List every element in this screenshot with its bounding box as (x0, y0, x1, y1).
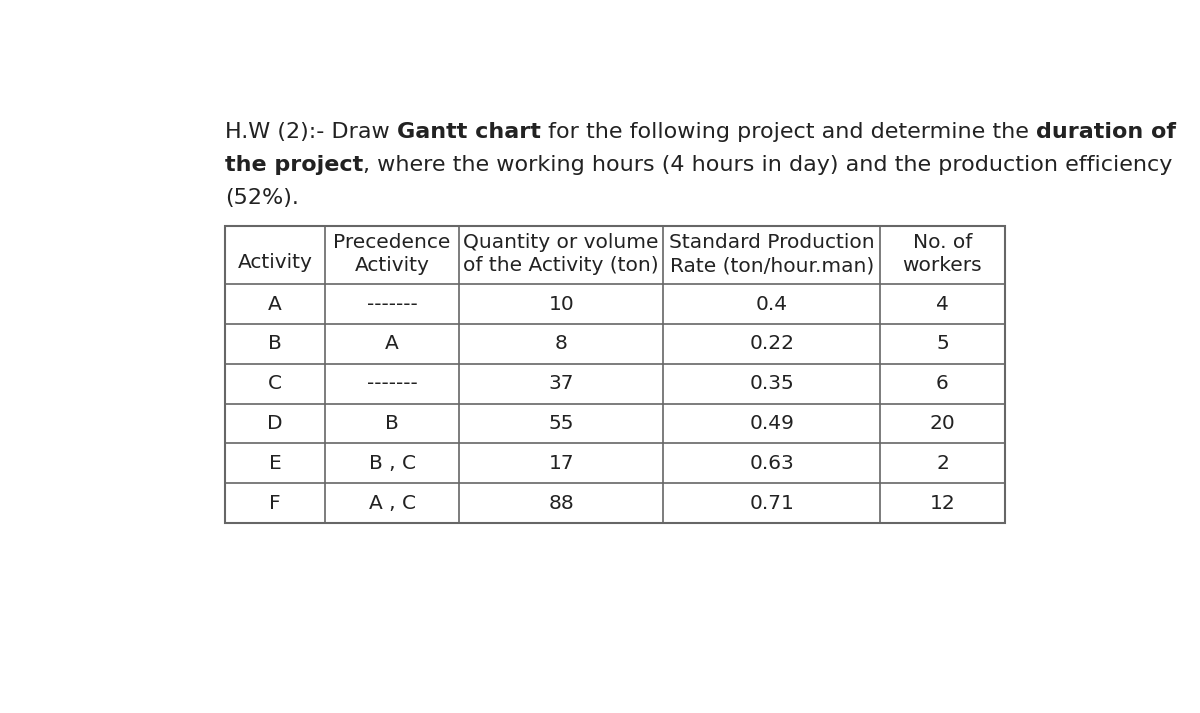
Text: B: B (385, 414, 398, 433)
Text: -------: ------- (367, 294, 418, 314)
Text: Gantt chart: Gantt chart (397, 122, 541, 142)
Text: Precedence: Precedence (334, 233, 451, 252)
Text: No. of: No. of (913, 233, 972, 252)
Text: Standard Production: Standard Production (668, 233, 875, 252)
Text: 37: 37 (548, 374, 574, 393)
Text: 4: 4 (936, 294, 949, 314)
Text: -------: ------- (367, 374, 418, 393)
Text: B , C: B , C (368, 453, 415, 473)
Text: Activity: Activity (354, 256, 430, 275)
Text: 2: 2 (936, 453, 949, 473)
Text: 8: 8 (554, 334, 568, 354)
Text: 6: 6 (936, 374, 949, 393)
Text: 88: 88 (548, 493, 574, 513)
Text: D: D (268, 414, 283, 433)
Text: duration of: duration of (1036, 122, 1176, 142)
Text: A: A (385, 334, 398, 354)
Text: 0.4: 0.4 (756, 294, 787, 314)
Text: Activity: Activity (238, 253, 312, 272)
Text: Rate (ton/hour.man): Rate (ton/hour.man) (670, 256, 874, 275)
Text: 55: 55 (548, 414, 574, 433)
Bar (226, 227, 1004, 523)
Text: 0.35: 0.35 (749, 374, 794, 393)
Text: 0.71: 0.71 (749, 493, 794, 513)
Bar (226, 227, 1004, 523)
Text: C: C (268, 374, 282, 393)
Text: (52%).: (52%). (226, 188, 299, 208)
Text: 5: 5 (936, 334, 949, 354)
Text: 12: 12 (930, 493, 955, 513)
Text: 10: 10 (548, 294, 574, 314)
Text: F: F (269, 493, 281, 513)
Text: 0.22: 0.22 (749, 334, 794, 354)
Text: 0.49: 0.49 (749, 414, 794, 433)
Text: A: A (268, 294, 282, 314)
Text: A , C: A , C (368, 493, 415, 513)
Text: 17: 17 (548, 453, 574, 473)
Text: workers: workers (902, 256, 983, 275)
Text: for the following project and determine the: for the following project and determine … (541, 122, 1036, 142)
Text: of the Activity (ton): of the Activity (ton) (463, 256, 659, 275)
Text: 20: 20 (930, 414, 955, 433)
Text: , where the working hours (4 hours in day) and the production efficiency: , where the working hours (4 hours in da… (364, 155, 1172, 175)
Text: Quantity or volume: Quantity or volume (463, 233, 659, 252)
Text: B: B (268, 334, 282, 354)
Text: H.W (2):- Draw: H.W (2):- Draw (226, 122, 397, 142)
Text: E: E (269, 453, 282, 473)
Text: the project: the project (226, 155, 364, 175)
Text: 0.63: 0.63 (749, 453, 794, 473)
